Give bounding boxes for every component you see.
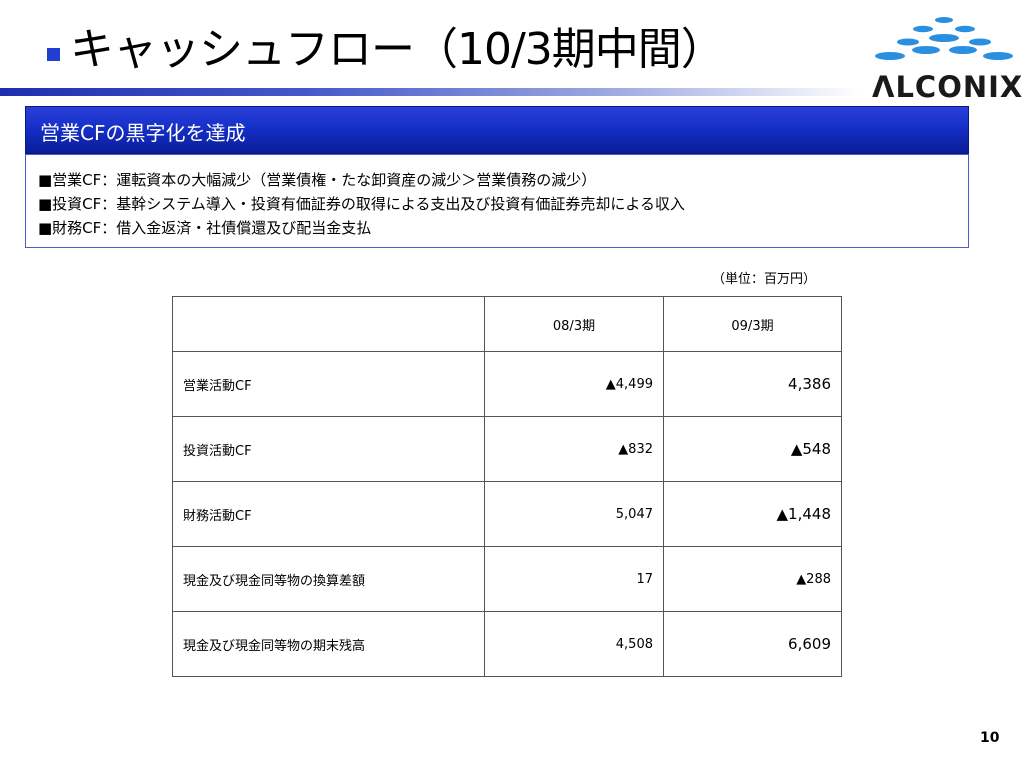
value-cell: ▲4,499: [484, 351, 664, 417]
table-row: 投資活動CF ▲832 ▲548: [172, 416, 842, 482]
title-underline: [0, 88, 860, 96]
row-label: 投資活動CF: [172, 416, 485, 482]
logo-wordmark: ΛLCONIX: [872, 70, 1024, 104]
header-cell: 08/3期: [484, 296, 664, 352]
value-cell: ▲288: [663, 546, 842, 612]
value-cell: 5,047: [484, 481, 664, 547]
slide-title: キャッシュフロー（10/3期中間）: [70, 24, 725, 75]
value-cell: 17: [484, 546, 664, 612]
cashflow-table: 08/3期 09/3期 営業活動CF ▲4,499 4,386 投資活動CF ▲…: [172, 296, 842, 677]
info-box: ■営業CF：運転資本の大幅減少（営業債権・たな卸資産の減少＞営業債務の減少） ■…: [25, 154, 969, 248]
value-cell: 4,508: [484, 611, 664, 677]
table-header-row: 08/3期 09/3期: [172, 296, 842, 352]
value-cell: 4,386: [663, 351, 842, 417]
header-cell: [172, 296, 485, 352]
title-bullet: [47, 48, 60, 61]
table-row: 現金及び現金同等物の期末残高 4,508 6,609: [172, 611, 842, 677]
row-label: 現金及び現金同等物の換算差額: [172, 546, 485, 612]
value-cell: ▲548: [663, 416, 842, 482]
value-cell: 6,609: [663, 611, 842, 677]
info-line-financing: ■財務CF：借入金返済・社債償還及び配当金支払: [38, 219, 372, 237]
row-label: 現金及び現金同等物の期末残高: [172, 611, 485, 677]
row-label: 財務活動CF: [172, 481, 485, 547]
value-cell: ▲1,448: [663, 481, 842, 547]
banner-text: 営業CFの黒字化を達成: [40, 121, 246, 145]
header-cell: 09/3期: [663, 296, 842, 352]
page-number: 10: [980, 730, 1000, 746]
table-row: 財務活動CF 5,047 ▲1,448: [172, 481, 842, 547]
value-cell: ▲832: [484, 416, 664, 482]
table-row: 現金及び現金同等物の換算差額 17 ▲288: [172, 546, 842, 612]
unit-label: （単位：百万円）: [712, 272, 817, 287]
alconix-logo: [875, 17, 1013, 60]
row-label: 営業活動CF: [172, 351, 485, 417]
table-row: 営業活動CF ▲4,499 4,386: [172, 351, 842, 417]
summary-banner: 営業CFの黒字化を達成: [25, 106, 969, 154]
info-line-investing: ■投資CF：基幹システム導入・投資有価証券の取得による支出及び投資有価証券売却に…: [38, 195, 685, 213]
info-line-operating: ■営業CF：運転資本の大幅減少（営業債権・たな卸資産の減少＞営業債務の減少）: [38, 171, 597, 189]
